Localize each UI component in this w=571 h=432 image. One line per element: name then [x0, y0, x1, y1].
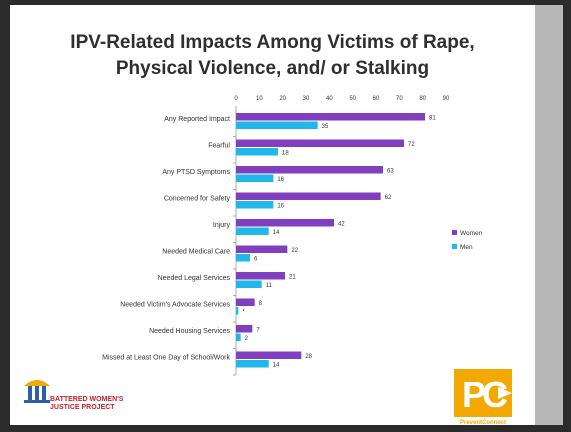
men-bar [236, 148, 278, 156]
men-value-label: 6 [254, 257, 258, 263]
x-tick-label: 10 [256, 96, 263, 102]
title-line-2: Physical Violence, and/ or Stalking [115, 58, 430, 79]
category-label: Missed at Least One Day of School/Work [102, 355, 230, 362]
women-bar [236, 113, 425, 121]
men-bar [236, 121, 318, 129]
x-tick-label: 50 [349, 96, 356, 102]
x-tick-label: 90 [443, 96, 450, 102]
men-value-label: * [242, 310, 245, 316]
women-value-label: 81 [429, 116, 436, 122]
men-value-label: 16 [277, 177, 284, 183]
category-label: Concerned for Safety [164, 196, 231, 203]
men-value-label: 11 [266, 283, 273, 289]
x-tick-label: 70 [396, 96, 403, 102]
bwjp-logo-text: BATTERED WOMEN'S JUSTICE PROJECT [50, 396, 123, 412]
men-value-label: 2 [245, 336, 249, 342]
women-value-label: 7 [256, 328, 260, 334]
x-tick-label: 60 [373, 96, 380, 102]
category-label: Needed Legal Services [158, 275, 231, 282]
preventconnect-logo: P C [454, 369, 512, 417]
category-label: Fearful [208, 143, 230, 150]
women-value-label: 22 [291, 248, 298, 254]
women-bar [236, 272, 285, 280]
category-label: Any Reported Impact [164, 116, 230, 123]
category-label: Needed Housing Services [149, 328, 230, 335]
women-bar [236, 351, 302, 359]
preventconnect-caption: PreventConnect [459, 420, 506, 426]
women-value-label: 28 [305, 354, 312, 360]
x-tick-label: 20 [279, 96, 286, 102]
women-bar [236, 192, 381, 200]
men-bar [236, 333, 241, 341]
svg-text:P: P [462, 374, 486, 415]
women-value-label: 8 [259, 301, 263, 307]
category-label: Needed Medical Care [162, 249, 230, 256]
men-bar [236, 174, 274, 182]
women-bar [236, 325, 253, 333]
women-bar [236, 245, 288, 253]
women-value-label: 72 [408, 142, 415, 148]
women-value-label: 42 [338, 222, 345, 228]
bwjp-line-1: BATTERED WOMEN'S [50, 396, 124, 403]
men-bar [236, 360, 269, 368]
bwjp-line-2: JUSTICE PROJECT [50, 404, 115, 411]
legend-swatch-women [452, 230, 457, 235]
category-label: Injury [213, 222, 231, 229]
right-side-strip [535, 5, 563, 425]
men-bar [236, 227, 269, 235]
women-bar [236, 139, 404, 147]
men-value-label: 14 [273, 230, 280, 236]
men-bar [236, 201, 274, 209]
women-value-label: 63 [387, 169, 394, 175]
women-bar [236, 219, 334, 227]
men-bar [236, 254, 250, 262]
x-tick-label: 30 [303, 96, 310, 102]
legend-swatch-men [452, 244, 457, 249]
men-value-label: 35 [322, 124, 329, 130]
x-tick-label: 80 [419, 96, 426, 102]
title-line-1: IPV-Related Impacts Among Victims of Rap… [70, 32, 475, 53]
x-tick-label: 0 [234, 96, 238, 102]
category-label: Any PTSD Symptoms [162, 169, 230, 176]
women-bar [236, 298, 255, 306]
legend-label-women: Women [460, 230, 483, 237]
bwjp-pillar-logo [24, 380, 50, 403]
legend-label-men: Men [460, 244, 473, 251]
men-bar [236, 280, 262, 288]
men-value-label: 14 [273, 363, 280, 369]
slide-title: IPV-Related Impacts Among Victims of Rap… [10, 30, 535, 82]
women-bar [236, 166, 383, 174]
women-value-label: 62 [385, 195, 392, 201]
men-value-label: 16 [277, 204, 284, 210]
x-tick-label: 40 [326, 96, 333, 102]
men-bar [236, 307, 239, 315]
category-label: Needed Victim's Advocate Services [120, 302, 230, 309]
men-value-label: 18 [282, 151, 289, 157]
women-value-label: 21 [289, 275, 296, 281]
